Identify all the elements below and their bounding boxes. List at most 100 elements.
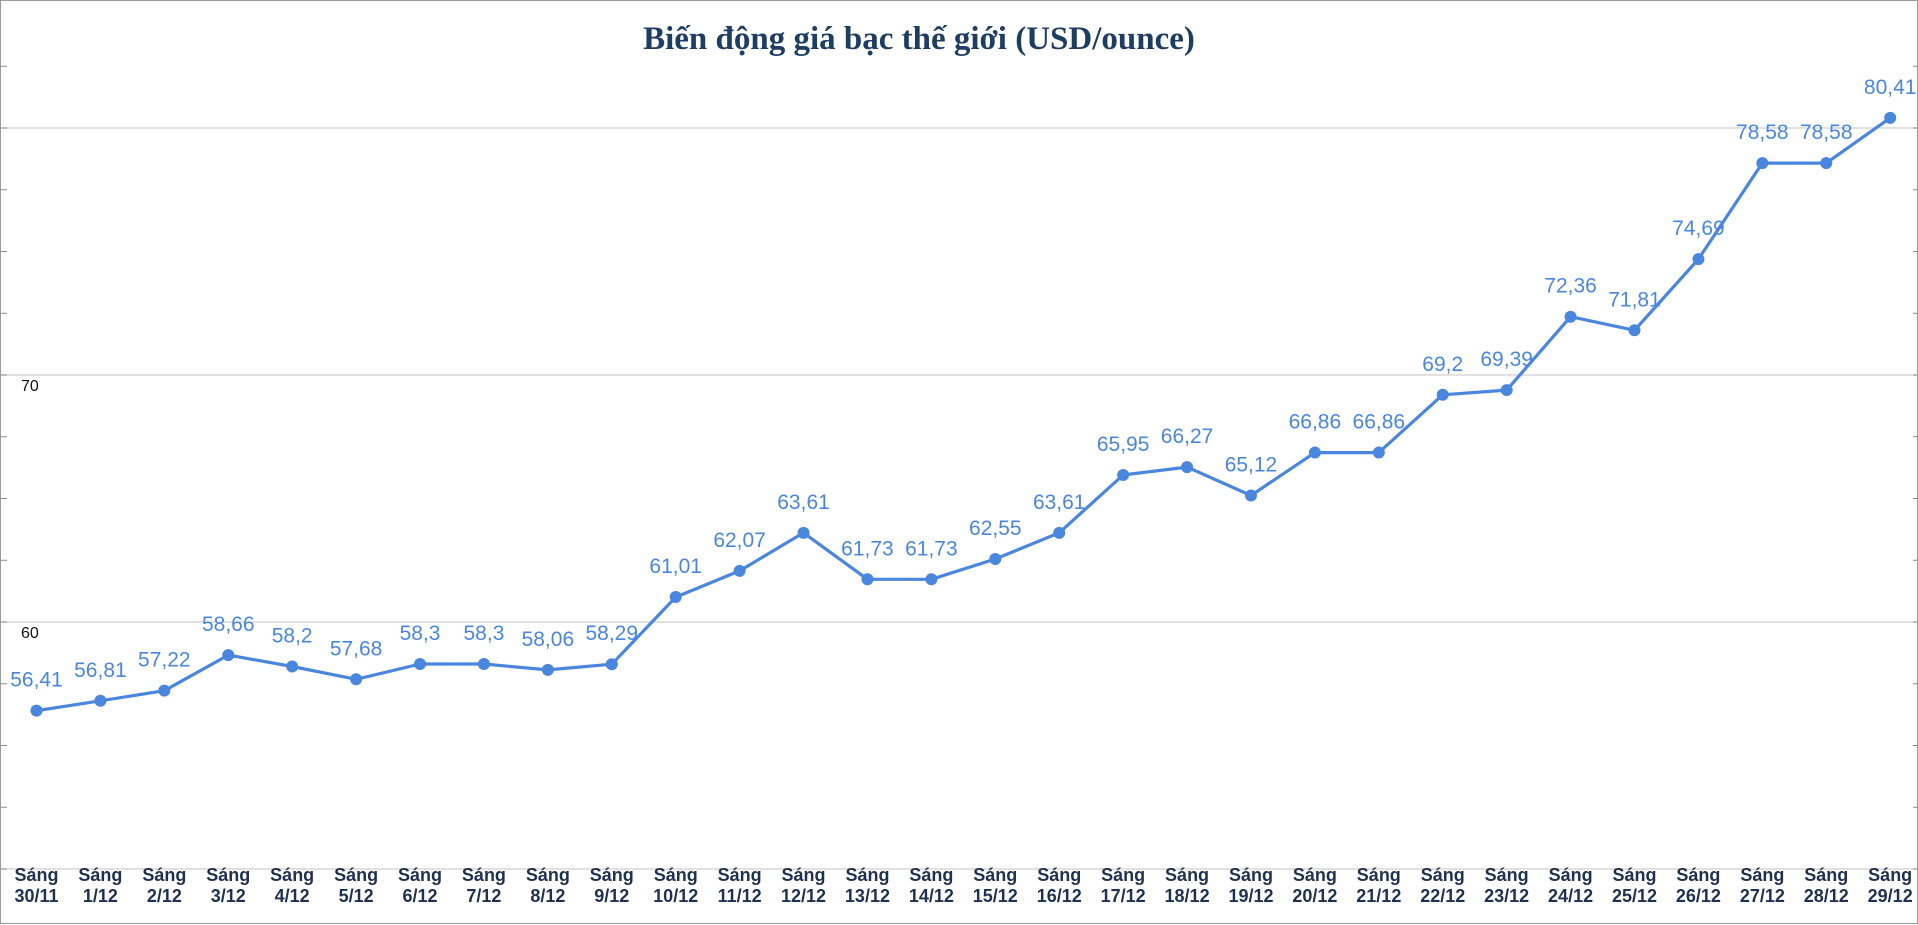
x-tick-label-line2: 1/12 xyxy=(83,886,118,906)
x-tick-label-line1: Sáng xyxy=(14,865,58,885)
x-tick-label: Sáng 2/12 xyxy=(142,865,186,906)
x-tick-label-line2: 16/12 xyxy=(1037,886,1082,906)
x-tick-label: Sáng 30/11 xyxy=(14,865,58,906)
data-label: 57,68 xyxy=(330,637,383,660)
data-point xyxy=(286,660,299,673)
x-tick-label: Sáng 11/12 xyxy=(718,865,762,906)
x-tick-label-line2: 9/12 xyxy=(594,886,629,906)
data-point xyxy=(669,591,682,604)
x-tick-label-line1: Sáng xyxy=(1549,865,1593,885)
x-tick-label: Sáng 24/12 xyxy=(1548,865,1593,906)
x-tick-label: Sáng 18/12 xyxy=(1165,865,1210,906)
data-point xyxy=(1117,469,1130,482)
x-tick-label-line1: Sáng xyxy=(398,865,442,885)
data-label: 69,39 xyxy=(1480,348,1533,371)
x-tick-label: Sáng 16/12 xyxy=(1037,865,1082,906)
x-tick-label-line2: 30/11 xyxy=(14,886,58,906)
x-tick-label-line2: 26/12 xyxy=(1676,886,1721,906)
x-tick-label-line2: 19/12 xyxy=(1228,886,1273,906)
x-tick-label-line1: Sáng xyxy=(78,865,122,885)
data-point xyxy=(414,657,427,670)
x-tick-label-line1: Sáng xyxy=(1229,865,1273,885)
x-tick-label-line1: Sáng xyxy=(462,865,506,885)
x-tick-label-line1: Sáng xyxy=(845,865,889,885)
x-tick-label: Sáng 10/12 xyxy=(653,865,698,906)
data-label: 63,61 xyxy=(777,491,830,514)
data-point xyxy=(1372,446,1385,459)
data-label: 72,36 xyxy=(1544,275,1597,298)
x-tick-label-line1: Sáng xyxy=(1804,865,1848,885)
x-tick-label: Sáng 5/12 xyxy=(334,865,378,906)
x-tick-label: Sáng 19/12 xyxy=(1228,865,1273,906)
x-tick-label: Sáng 1/12 xyxy=(78,865,122,906)
data-label: 65,95 xyxy=(1097,433,1150,456)
x-tick-label-line1: Sáng xyxy=(718,865,762,885)
chart-title: Biến động giá bạc thế giới (USD/ounce) xyxy=(643,21,1195,57)
x-tick-label-line2: 27/12 xyxy=(1740,886,1785,906)
x-tick-label-line2: 28/12 xyxy=(1804,886,1849,906)
x-tick-label-line2: 17/12 xyxy=(1101,886,1146,906)
x-tick-label-line1: Sáng xyxy=(1612,865,1656,885)
data-point xyxy=(541,663,554,676)
x-tick-label-line2: 3/12 xyxy=(211,886,246,906)
x-tick-label: Sáng 22/12 xyxy=(1420,865,1465,906)
data-label: 69,2 xyxy=(1422,353,1463,376)
x-tick-label-line2: 23/12 xyxy=(1484,886,1529,906)
data-point xyxy=(797,526,810,539)
x-tick-label-line2: 15/12 xyxy=(973,886,1018,906)
x-tick-label-line1: Sáng xyxy=(1293,865,1337,885)
x-tick-label: Sáng 29/12 xyxy=(1868,865,1913,906)
data-label: 61,73 xyxy=(905,537,958,560)
x-tick-label-line2: 4/12 xyxy=(275,886,310,906)
x-tick-label-line2: 29/12 xyxy=(1868,886,1913,906)
x-tick-label: Sáng 3/12 xyxy=(206,865,250,906)
data-point xyxy=(1820,157,1833,170)
x-tick-label-line1: Sáng xyxy=(590,865,634,885)
data-label: 58,3 xyxy=(464,622,505,645)
x-tick-label-line1: Sáng xyxy=(1868,865,1912,885)
data-point xyxy=(477,657,490,670)
x-tick-label-line1: Sáng xyxy=(1421,865,1465,885)
data-point xyxy=(989,553,1002,566)
x-tick-label-line1: Sáng xyxy=(1740,865,1784,885)
x-tick-label: Sáng 21/12 xyxy=(1356,865,1401,906)
data-label: 63,61 xyxy=(1033,491,1086,514)
data-label: 66,27 xyxy=(1161,425,1214,448)
x-tick-label: Sáng 26/12 xyxy=(1676,865,1721,906)
data-label: 65,12 xyxy=(1225,454,1278,477)
x-tick-label-line1: Sáng xyxy=(973,865,1017,885)
x-tick-label-line1: Sáng xyxy=(142,865,186,885)
x-tick-label: Sáng 20/12 xyxy=(1292,865,1337,906)
x-tick-label: Sáng 28/12 xyxy=(1804,865,1849,906)
data-point xyxy=(925,573,938,586)
data-point xyxy=(1884,111,1897,124)
x-tick-label-line2: 7/12 xyxy=(466,886,501,906)
data-point xyxy=(1628,324,1641,337)
x-tick-label: Sáng 14/12 xyxy=(909,865,954,906)
series-line xyxy=(36,116,1892,713)
x-tick-label-line2: 2/12 xyxy=(147,886,182,906)
data-point xyxy=(1053,526,1066,539)
x-tick-label: Sáng 23/12 xyxy=(1484,865,1529,906)
data-point xyxy=(1308,446,1321,459)
data-label: 78,58 xyxy=(1736,121,1789,144)
x-tick-label-line1: Sáng xyxy=(1101,865,1145,885)
data-label: 62,55 xyxy=(969,517,1022,540)
x-tick-label-line2: 14/12 xyxy=(909,886,954,906)
data-point xyxy=(158,684,171,697)
x-tick-label-line1: Sáng xyxy=(782,865,826,885)
data-label: 56,81 xyxy=(74,659,127,682)
x-tick-label-line2: 20/12 xyxy=(1292,886,1337,906)
x-tick-label-line2: 25/12 xyxy=(1612,886,1657,906)
x-tick-label: Sáng 12/12 xyxy=(781,865,826,906)
data-label: 71,81 xyxy=(1608,288,1661,311)
data-label: 58,66 xyxy=(202,613,255,636)
data-point xyxy=(605,658,618,671)
x-tick-label-line1: Sáng xyxy=(1037,865,1081,885)
x-tick-label: Sáng 9/12 xyxy=(590,865,634,906)
data-label: 66,86 xyxy=(1289,411,1342,434)
x-tick-label-line1: Sáng xyxy=(1485,865,1529,885)
x-tick-label-line1: Sáng xyxy=(526,865,570,885)
data-point xyxy=(861,573,874,586)
